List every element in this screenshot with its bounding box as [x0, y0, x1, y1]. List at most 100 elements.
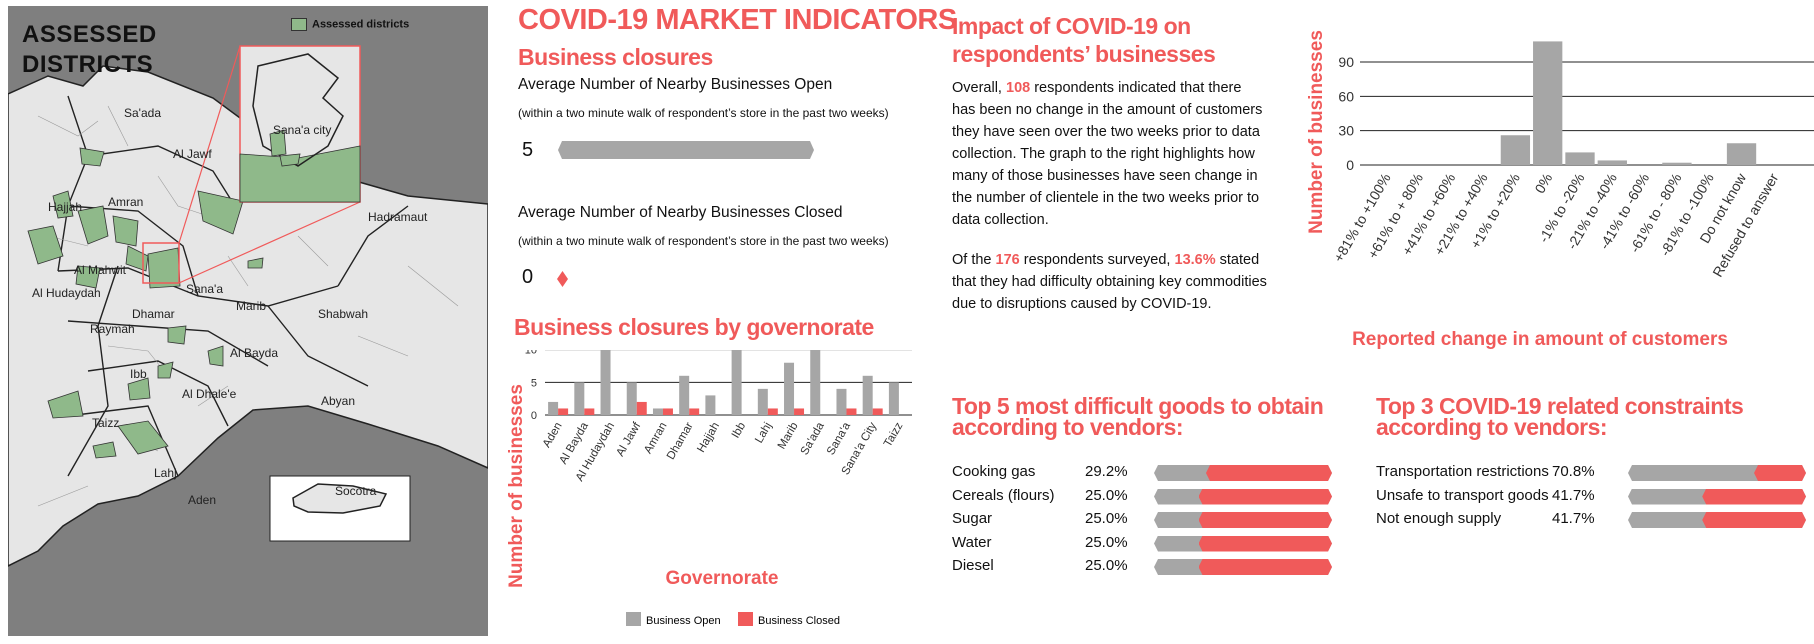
legend-closed-label: Business Closed	[758, 615, 840, 627]
gov-bar-open	[626, 382, 637, 415]
map-label: Dhamar	[132, 307, 175, 321]
paragraph-text: due to disruptions caused by COVID-19.	[952, 296, 1212, 312]
gov-bar-closed	[794, 408, 805, 415]
paragraph-line: many of those businesses have seen chang…	[952, 165, 1262, 187]
indicators-heading: COVID-19 MARKET INDICATORS	[518, 4, 957, 36]
legend-open-label: Business Open	[646, 615, 721, 627]
cust-bar	[1533, 41, 1563, 165]
gov-bar-open	[862, 375, 873, 415]
map-label: Sana'a city	[273, 123, 332, 137]
map-label: Hajjah	[48, 200, 83, 214]
item-bar-fill	[1702, 489, 1806, 505]
map-legend-label: Assessed districts	[312, 18, 410, 31]
map-label: Hadramaut	[368, 210, 428, 224]
map-label: Raymah	[90, 322, 135, 336]
paragraph-text: has been no change in the amount of cust…	[952, 102, 1263, 118]
gov-bar-open	[810, 350, 821, 415]
cust-xlabel: Reported change in amount of customers	[1352, 329, 1728, 350]
paragraph-text: data collection.	[952, 212, 1049, 228]
item-label: Water	[952, 533, 992, 551]
assessed-districts-map: ASSESSED DISTRICTS Assessed districts Sa…	[8, 6, 488, 636]
map-title-line2: DISTRICTS	[22, 51, 154, 78]
impact-paragraph-2: Of the 176 respondents surveyed, 13.6% s…	[952, 249, 1267, 315]
item-label: Sugar	[952, 510, 993, 527]
map-label: Al Hudaydah	[32, 286, 101, 300]
paragraph-text: respondents indicated that there	[1030, 80, 1242, 96]
cust-bar	[1662, 162, 1692, 165]
highlight-value: 176	[995, 252, 1020, 268]
map-label: Al Jawf	[173, 147, 212, 161]
item-bar-fill	[1199, 512, 1333, 528]
gov-xtick: Hajjah	[695, 421, 722, 455]
assessed-swatch	[291, 18, 307, 31]
item-percent: 25.0%	[1085, 533, 1128, 551]
item-label: Not enough supply	[1376, 510, 1502, 527]
goods-heading-line1: Top 5 most difficult goods to obtain	[952, 393, 1324, 419]
gov-ylabel: Number of businesses	[506, 384, 527, 588]
cust-bar	[1565, 152, 1595, 165]
constraints-heading-line1: Top 3 COVID-19 related constraints	[1376, 393, 1744, 419]
closed-marker	[557, 271, 568, 287]
gov-chart: Number of businesses Governorate Busines…	[506, 350, 912, 627]
gov-bar-closed	[558, 408, 569, 415]
map-label: Al Mahwit	[74, 263, 127, 277]
map-label: Shabwah	[318, 307, 369, 321]
gov-xtick: Amran	[642, 421, 669, 456]
sanaa-inset	[239, 45, 361, 203]
paragraph-line: has been no change in the amount of cust…	[952, 99, 1262, 121]
cust-ytick: 60	[1338, 88, 1354, 104]
cust-ylabel: Number of businesses	[1306, 30, 1327, 234]
item-percent: 41.7%	[1552, 486, 1595, 504]
paragraph-text: Overall,	[952, 80, 1006, 96]
map-graphic	[8, 45, 488, 567]
open-value: 5	[522, 139, 534, 161]
item-percent: 41.7%	[1552, 510, 1595, 527]
item-bar-fill	[1199, 559, 1333, 575]
impact-heading-line2: respondents’ businesses	[952, 41, 1216, 67]
map-label: Abyan	[321, 394, 356, 408]
closed-note: (within a two minute walk of respondent’…	[518, 234, 889, 248]
map-label: Sa'ada	[124, 106, 161, 120]
paragraph-line: that they had difficulty obtaining key c…	[952, 271, 1267, 293]
paragraph-line: collection. The graph to the right highl…	[952, 143, 1262, 165]
gov-bar-closed	[689, 408, 700, 415]
gov-bar-closed	[662, 408, 673, 415]
item-bar-fill	[1702, 512, 1806, 528]
cust-xtick: 0%	[1531, 171, 1555, 197]
item-bar-fill	[1206, 465, 1332, 481]
gov-bar-closed	[636, 401, 647, 415]
gov-bar-closed	[872, 408, 883, 415]
constraints-heading: Top 3 COVID-19 related constraints accor…	[1376, 393, 1744, 439]
gov-xtick: Al Jawf	[614, 420, 643, 459]
impact-paragraph-1: Overall, 108 respondents indicated that …	[952, 77, 1262, 231]
paragraph-line: Overall, 108 respondents indicated that …	[952, 77, 1262, 99]
gov-bar-open	[836, 388, 847, 415]
gov-xtick: Taizz	[882, 420, 906, 449]
gov-ytick: 0	[531, 410, 537, 422]
gov-ytick: 10	[525, 350, 537, 357]
map-label: Marib	[236, 299, 267, 313]
item-percent: 25.0%	[1085, 557, 1128, 574]
open-bar	[558, 141, 814, 159]
gov-chart-heading: Business closures by governorate	[514, 314, 874, 340]
gov-bar-open	[757, 388, 768, 415]
paragraph-line: they have seen over the two weeks prior …	[952, 121, 1262, 143]
item-label: Cereals (flours)	[952, 486, 1055, 504]
open-note: (within a two minute walk of respondent’…	[518, 106, 889, 120]
yemen-land	[8, 65, 488, 567]
paragraph-line: due to disruptions caused by COVID-19.	[952, 293, 1267, 315]
map-title: ASSESSED DISTRICTS	[22, 20, 157, 80]
gov-xtick: Lahj	[753, 421, 774, 446]
paragraph-text: the number of clientele in the two weeks…	[952, 190, 1260, 206]
goods-heading-line2: according to vendors:	[952, 414, 1184, 440]
item-bar-fill	[1754, 465, 1806, 481]
goods-heading: Top 5 most difficult goods to obtain acc…	[952, 393, 1324, 440]
socotra-island	[292, 483, 388, 514]
paragraph-text: many of those businesses have seen chang…	[952, 168, 1258, 184]
map-label: Amran	[108, 195, 144, 209]
gov-xtick: Marib	[776, 421, 801, 452]
impact-heading-line1: Impact of COVID-19 on	[952, 13, 1191, 39]
item-label: Transportation restrictions	[1376, 463, 1549, 480]
gov-xlabel: Governorate	[666, 568, 779, 589]
map-label: Al Bayda	[230, 346, 279, 360]
